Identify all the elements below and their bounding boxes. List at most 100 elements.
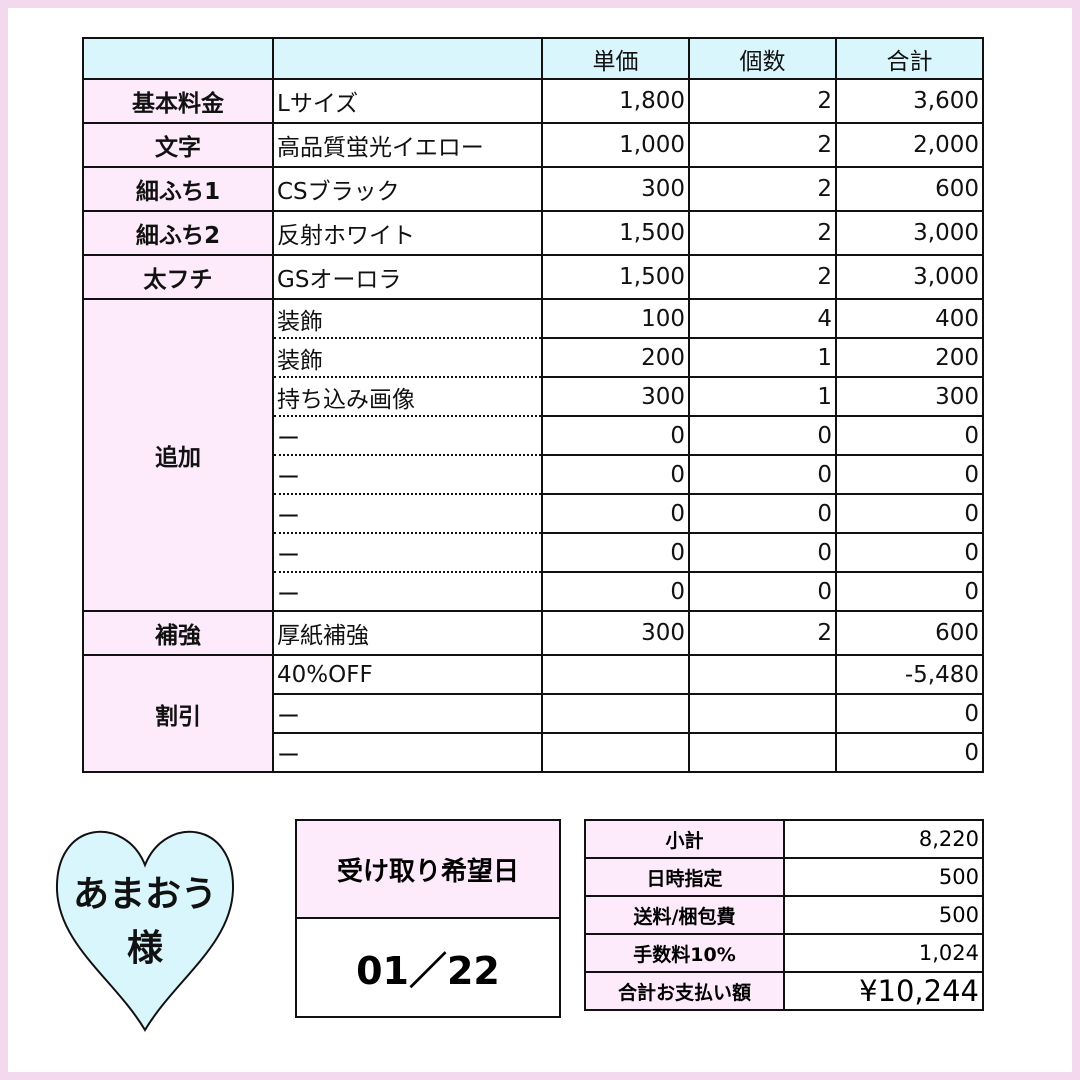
- item-name: 40%OFF: [272, 654, 543, 695]
- summary-row: 合計お支払い額 ¥10,244: [584, 971, 984, 1011]
- quantity: [688, 654, 837, 695]
- unit-price: 300: [541, 376, 690, 417]
- column-header: 個数: [688, 37, 837, 80]
- summary-row: 手数料10% 1,024: [584, 933, 984, 973]
- table-row: 追加 装飾 100 4 400: [82, 298, 984, 612]
- line-total: 300: [835, 376, 984, 417]
- item-name: ー: [272, 415, 543, 456]
- column-header: [82, 37, 274, 80]
- quantity: 0: [688, 415, 837, 456]
- item-name: 厚紙補強: [272, 610, 543, 656]
- quantity: 1: [688, 337, 837, 378]
- unit-price: 0: [541, 532, 690, 573]
- line-total: 600: [835, 610, 984, 656]
- summary-row: 送料/梱包費 500: [584, 895, 984, 935]
- line-total: 2,000: [835, 122, 984, 168]
- unit-price: 1,800: [541, 78, 690, 124]
- quantity: 2: [688, 78, 837, 124]
- column-header: [272, 37, 543, 80]
- line-total: 0: [835, 693, 984, 734]
- summary-table: 小計 8,220 日時指定 500 送料/梱包費 500 手数料10% 1,024 合計お支払い…: [584, 819, 984, 1011]
- summary-label: 合計お支払い額: [584, 971, 785, 1011]
- unit-price: 1,500: [541, 254, 690, 300]
- line-total: -5,480: [835, 654, 984, 695]
- unit-price: 1,500: [541, 210, 690, 256]
- unit-price: 1,000: [541, 122, 690, 168]
- table-row: 細ふち1 CSブラック 300 2 600: [82, 166, 984, 212]
- unit-price: 0: [541, 571, 690, 612]
- item-name: ー: [272, 732, 543, 773]
- table-row: 持ち込み画像 300 1 300: [83, 376, 984, 417]
- item-name: 装飾: [272, 298, 543, 339]
- category-label: 補強: [82, 610, 274, 656]
- unit-price: 0: [541, 415, 690, 456]
- summary-value: 500: [783, 857, 984, 897]
- table-row: 細ふち2 反射ホワイト 1,500 2 3,000: [82, 210, 984, 256]
- line-total: 0: [835, 532, 984, 573]
- table-row: 割引 40%OFF -5,480: [82, 654, 984, 773]
- line-total: 3,000: [835, 210, 984, 256]
- summary-value: 8,220: [783, 819, 984, 859]
- table-row: 装飾 200 1 200: [83, 337, 984, 378]
- table-header-row: 単価 個数 合計: [82, 37, 984, 80]
- customer-name-block: あまおう 様: [45, 868, 245, 976]
- summary-row: 日時指定 500: [584, 857, 984, 897]
- item-name: ー: [272, 693, 543, 734]
- item-name: ー: [272, 571, 543, 612]
- table-row: 補強 厚紙補強 300 2 600: [82, 610, 984, 656]
- summary-value: 1,024: [783, 933, 984, 973]
- pickup-date-label: 受け取り希望日: [297, 821, 559, 919]
- quantity: 2: [688, 254, 837, 300]
- category-label: 細ふち2: [82, 210, 274, 256]
- table-row: 文字 高品質蛍光イエロー 1,000 2 2,000: [82, 122, 984, 168]
- summary-row: 小計 8,220: [584, 819, 984, 859]
- category-label: 太フチ: [82, 254, 274, 300]
- summary-value: ¥10,244: [783, 971, 984, 1011]
- column-header: 単価: [541, 37, 690, 80]
- item-name: 高品質蛍光イエロー: [272, 122, 543, 168]
- line-total: 3,600: [835, 78, 984, 124]
- category-label: 文字: [82, 122, 274, 168]
- customer-honorific: 様: [126, 928, 163, 969]
- item-name: 装飾: [272, 337, 543, 378]
- quantity: 2: [688, 122, 837, 168]
- unit-price: [541, 654, 690, 695]
- line-total: 0: [835, 454, 984, 495]
- item-name: Lサイズ: [272, 78, 543, 124]
- unit-price: 300: [541, 166, 690, 212]
- line-total: 0: [835, 732, 984, 773]
- price-table: 単価 個数 合計 基本料金 Lサイズ 1,800 2 3,600 文字 高品質蛍光イエロー 1,00…: [82, 37, 984, 773]
- quantity: 2: [688, 166, 837, 212]
- item-name: ー: [272, 532, 543, 573]
- item-name: CSブラック: [272, 166, 543, 212]
- quantity: 0: [688, 532, 837, 573]
- summary-label: 手数料10%: [584, 933, 785, 973]
- unit-price: [541, 693, 690, 734]
- customer-name: あまおう: [72, 874, 217, 915]
- line-total: 0: [835, 571, 984, 612]
- unit-price: 300: [541, 610, 690, 656]
- summary-value: 500: [783, 895, 984, 935]
- heart-shape: [55, 830, 235, 1032]
- item-name: ー: [272, 493, 543, 534]
- column-header: 合計: [835, 37, 984, 80]
- quantity: 1: [688, 376, 837, 417]
- unit-price: 0: [541, 493, 690, 534]
- quantity: 2: [688, 610, 837, 656]
- pickup-date-box: 受け取り希望日 01／22: [295, 819, 561, 1018]
- quantity: 0: [688, 571, 837, 612]
- line-total: 0: [835, 493, 984, 534]
- unit-price: 100: [541, 298, 690, 339]
- line-total: 3,000: [835, 254, 984, 300]
- line-total: 400: [835, 298, 984, 339]
- item-name: GSオーロラ: [272, 254, 543, 300]
- category-label: 割引: [82, 654, 274, 773]
- summary-label: 日時指定: [584, 857, 785, 897]
- unit-price: 0: [541, 454, 690, 495]
- summary-label: 小計: [584, 819, 785, 859]
